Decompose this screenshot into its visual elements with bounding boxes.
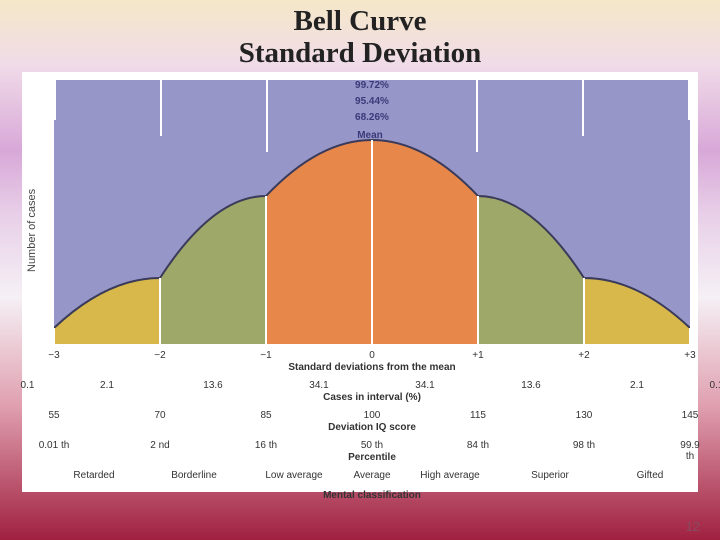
row-classification-val: Retarded (49, 470, 139, 481)
row-percentile-val: 84 th (467, 440, 489, 451)
row-cases_pct-val: 0.1 (21, 380, 35, 391)
row-cases_pct-val: 13.6 (521, 380, 540, 391)
row-iq-val: 70 (154, 410, 165, 421)
row-classification-val: Gifted (605, 470, 695, 481)
row-iq-val: 55 (48, 410, 59, 421)
row-sd_from_mean-val: +3 (684, 350, 695, 361)
row-cases_pct-val: 13.6 (203, 380, 222, 391)
row-iq-val: 115 (470, 410, 486, 421)
row-classification-val: Average (327, 470, 417, 481)
page-number: 12 (686, 519, 700, 534)
row-cases_pct-val: 2.1 (630, 380, 644, 391)
row-cases_pct-val: 0.1 (710, 380, 720, 391)
chart-title: Bell Curve Standard Deviation (0, 0, 720, 70)
row-sd_from_mean-val: −1 (260, 350, 271, 361)
band-3 (266, 140, 372, 344)
band-6 (584, 278, 690, 344)
band-2 (160, 196, 266, 344)
row-sd_from_mean-val: +2 (578, 350, 589, 361)
row-sd_from_mean-val: +1 (472, 350, 483, 361)
row-sd_from_mean-val: −2 (154, 350, 165, 361)
row-cases_pct-val: 34.1 (309, 380, 328, 391)
row-classification-val: High average (405, 470, 495, 481)
row-iq-val: 145 (682, 410, 699, 421)
title-line-2: Standard Deviation (0, 38, 720, 70)
row-percentile-label: Percentile (54, 452, 690, 463)
row-iq-val: 130 (576, 410, 593, 421)
row-cases_pct-val: 2.1 (100, 380, 114, 391)
row-classification-val: Superior (505, 470, 595, 481)
band-4 (372, 140, 478, 344)
row-iq-val: 85 (260, 410, 271, 421)
row-classification-val: Borderline (149, 470, 239, 481)
row-sd_from_mean-label: Standard deviations from the mean (54, 362, 690, 373)
row-classification-val: Low average (249, 470, 339, 481)
title-line-1: Bell Curve (0, 6, 720, 38)
band-5 (478, 196, 584, 344)
row-percentile-val: 98 th (573, 440, 595, 451)
row-percentile-val: 2 nd (150, 440, 169, 451)
bell-curve-plot: 99.72% 95.44% 68.26% Mean (54, 78, 690, 344)
y-axis-label: Number of cases (26, 189, 38, 272)
row-cases_pct-val: 34.1 (415, 380, 434, 391)
band-1 (54, 278, 160, 344)
row-percentile-val: 16 th (255, 440, 277, 451)
row-sd_from_mean-val: −3 (48, 350, 59, 361)
row-iq-val: 100 (364, 410, 381, 421)
bell-curve-svg (54, 78, 690, 344)
row-cases_pct-label: Cases in interval (%) (54, 392, 690, 403)
chart-panel: Number of cases 99.72% 95.44% 68.26% Mea… (22, 72, 698, 492)
row-percentile-val: 50 th (361, 440, 383, 451)
row-sd_from_mean-val: 0 (369, 350, 375, 361)
row-iq-label: Deviation IQ score (54, 422, 690, 433)
row-classification-label: Mental classification (54, 490, 690, 501)
row-percentile-val: 0.01 th (39, 440, 70, 451)
